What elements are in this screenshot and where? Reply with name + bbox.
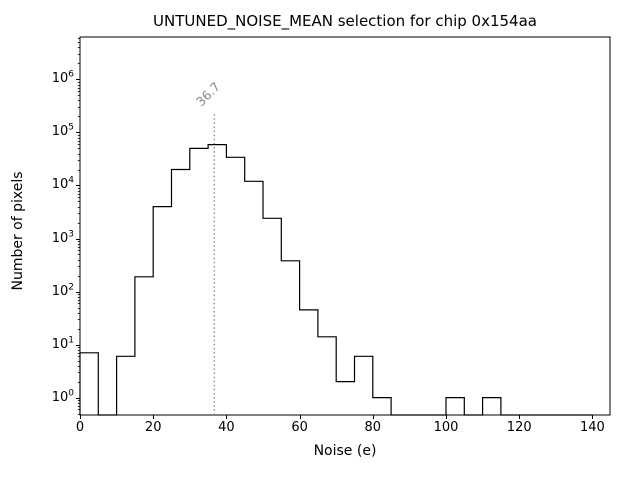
y-tick-label: 101 <box>51 335 74 352</box>
x-tick-label: 80 <box>364 420 382 435</box>
x-axis-label: Noise (e) <box>313 443 377 459</box>
y-tick-label: 100 <box>51 388 74 405</box>
y-tick-label: 105 <box>51 123 74 140</box>
y-tick-label: 106 <box>51 70 74 87</box>
y-tick-label: 103 <box>51 229 74 246</box>
y-tick-label: 102 <box>51 282 74 299</box>
histogram-outline <box>79 144 593 416</box>
y-axis-label: Number of pixels <box>10 171 26 291</box>
x-tick-label: 140 <box>580 420 605 435</box>
x-tick-label: 40 <box>218 420 235 435</box>
plot-frame <box>79 36 611 416</box>
x-tick-label: 60 <box>291 420 308 435</box>
x-tick-label: 0 <box>75 420 85 435</box>
x-tick-label: 20 <box>144 420 162 435</box>
x-tick-label: 100 <box>433 420 459 435</box>
chart-title: UNTUNED_NOISE_MEAN selection for chip 0x… <box>153 12 537 30</box>
x-tick-label: 120 <box>506 420 532 435</box>
y-tick-label: 104 <box>51 176 74 193</box>
